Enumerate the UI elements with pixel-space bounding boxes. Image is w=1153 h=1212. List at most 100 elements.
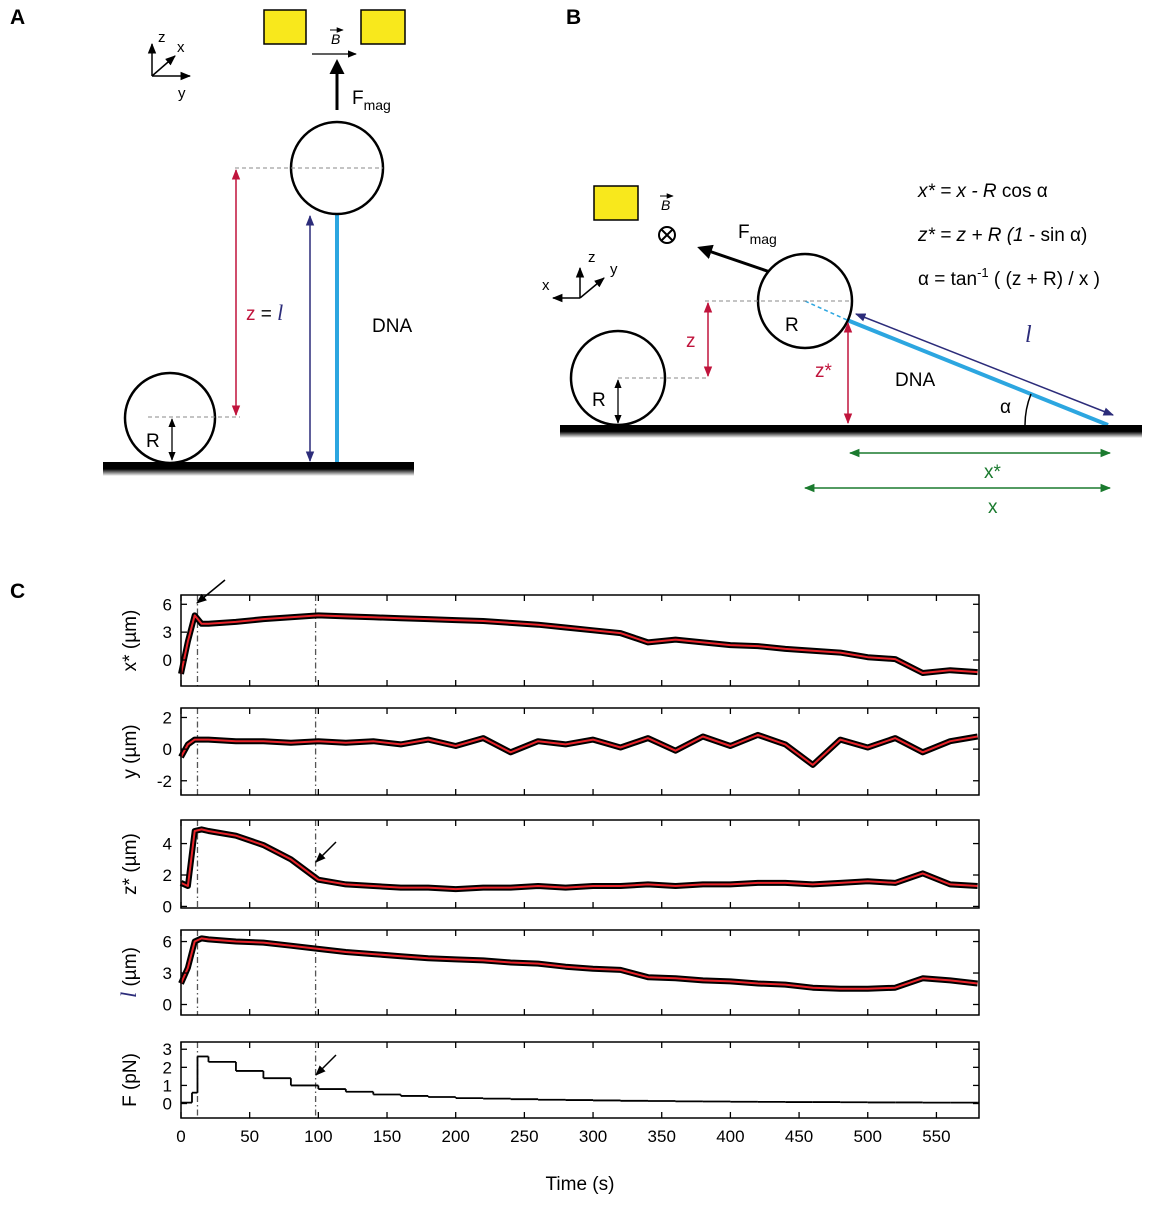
- length-arrow: [855, 313, 1114, 416]
- trace-envelope: [178, 731, 979, 768]
- y-tick-label: 6: [163, 933, 172, 952]
- y-axis-title-part: (pN): [120, 1053, 141, 1095]
- plot-frame: [180, 929, 980, 1016]
- axis-label: z: [588, 249, 596, 266]
- dna: [846, 318, 1109, 427]
- x-tick-label: 200: [442, 1127, 470, 1146]
- y-tick-label: 3: [163, 1040, 172, 1059]
- y-axis-title-part: (µm): [120, 833, 141, 878]
- axis-arrow: [579, 277, 605, 299]
- x-axis-title: Time (s): [546, 1174, 615, 1195]
- subplot: 0 3 6 x* (µm): [120, 594, 980, 687]
- annotation-arrow: [196, 579, 226, 604]
- into-page: [658, 226, 676, 244]
- xstar-label: x*: [984, 462, 1002, 483]
- height-label: z = l: [246, 300, 283, 325]
- x-tick-label: 500: [854, 1127, 882, 1146]
- trace-envelope: [179, 826, 978, 893]
- angle-arc: [1024, 393, 1032, 426]
- panel-label: A: [10, 6, 25, 29]
- y-axis-title: F (pN): [120, 1053, 141, 1107]
- y-tick-label: 2: [163, 1058, 172, 1077]
- y-tick-label: 3: [163, 623, 172, 642]
- x-tick-label: 400: [716, 1127, 744, 1146]
- magnet: [360, 9, 406, 45]
- trace: [180, 937, 978, 990]
- zstar-label: z*: [815, 361, 833, 382]
- trace: [180, 733, 978, 766]
- y-tick-label: 0: [163, 651, 172, 670]
- plot-frame: [180, 594, 980, 687]
- field-label: B: [331, 31, 340, 47]
- plot-frame: [180, 707, 980, 796]
- l: l: [277, 300, 283, 325]
- subplot: 0 3 6 l (µm): [116, 929, 980, 1016]
- panel-a: A z x y B Fmag z = l R DNA: [10, 6, 414, 476]
- eq-part: x* = x - R: [917, 181, 997, 202]
- dna-label: DNA: [372, 316, 412, 337]
- y-axis-title: z* (µm): [120, 833, 141, 895]
- z-label: z: [686, 331, 696, 352]
- x-tick-label: 250: [510, 1127, 538, 1146]
- magnet: [263, 9, 307, 45]
- y-tick-label: 2: [163, 708, 172, 727]
- annotation-arrow: [315, 1054, 337, 1076]
- y-axis-title-part: y: [120, 769, 141, 779]
- y-axis-title-part: l: [116, 992, 141, 998]
- y-tick-label: 0: [163, 996, 172, 1015]
- y-tick-label: 6: [163, 595, 172, 614]
- radius-label: R: [785, 315, 799, 336]
- x-tick-label: 350: [648, 1127, 676, 1146]
- field-label: B: [661, 197, 670, 213]
- force-label: Fmag: [738, 222, 777, 247]
- y-tick-label: 2: [163, 866, 172, 885]
- axis-label: x: [177, 39, 185, 56]
- trace: [180, 828, 978, 891]
- force-sub: mag: [364, 97, 391, 113]
- force-main: F: [352, 88, 364, 109]
- force-label: Fmag: [352, 88, 391, 113]
- annotation-arrow: [315, 841, 337, 863]
- x-tick-label: 50: [240, 1127, 259, 1146]
- eq: =: [256, 304, 278, 325]
- panel-label: B: [566, 6, 581, 29]
- y-axis-title: x* (µm): [120, 610, 141, 672]
- x-tick-label: 450: [785, 1127, 813, 1146]
- dna-label: DNA: [895, 370, 935, 391]
- plot-frame: [180, 819, 980, 909]
- subplot: 0 2 4 z* (µm): [120, 819, 980, 916]
- equation: z* = z + R (1 - sin α): [917, 225, 1087, 246]
- x-tick-label: 300: [579, 1127, 607, 1146]
- eq-part: - sin α): [1024, 225, 1088, 246]
- alpha-label: α: [1000, 397, 1011, 418]
- subplot: -2 0 2 y (µm): [120, 707, 980, 796]
- ground: [560, 425, 1142, 438]
- x-tick-label: 0: [176, 1127, 185, 1146]
- eq-part: z* = z + R (1: [917, 225, 1024, 246]
- bead: [123, 371, 217, 465]
- equation: α = tan-1 ( (z + R) / x ): [918, 265, 1100, 290]
- axis-arrow: [151, 55, 176, 77]
- axis-label: z: [158, 29, 166, 46]
- y-axis-title-part: F: [120, 1095, 141, 1107]
- force-arrow: [697, 244, 771, 274]
- x-tick-label: 150: [373, 1127, 401, 1146]
- guide: [804, 300, 848, 321]
- axis-label: y: [178, 85, 186, 102]
- force-sub: mag: [750, 231, 777, 247]
- y-axis-title-part: (µm): [120, 610, 141, 655]
- radius-label: R: [592, 390, 606, 411]
- magnet: [593, 185, 639, 221]
- into-page: [660, 228, 674, 242]
- plot-frame: [180, 1041, 980, 1119]
- y-tick-label: 3: [163, 964, 172, 983]
- y-axis-title: y (µm): [120, 724, 141, 778]
- y-tick-label: -2: [157, 772, 172, 791]
- trace: [180, 614, 978, 675]
- y-tick-label: 1: [163, 1076, 172, 1095]
- eq-part: ( (z + R) / x ): [989, 269, 1100, 290]
